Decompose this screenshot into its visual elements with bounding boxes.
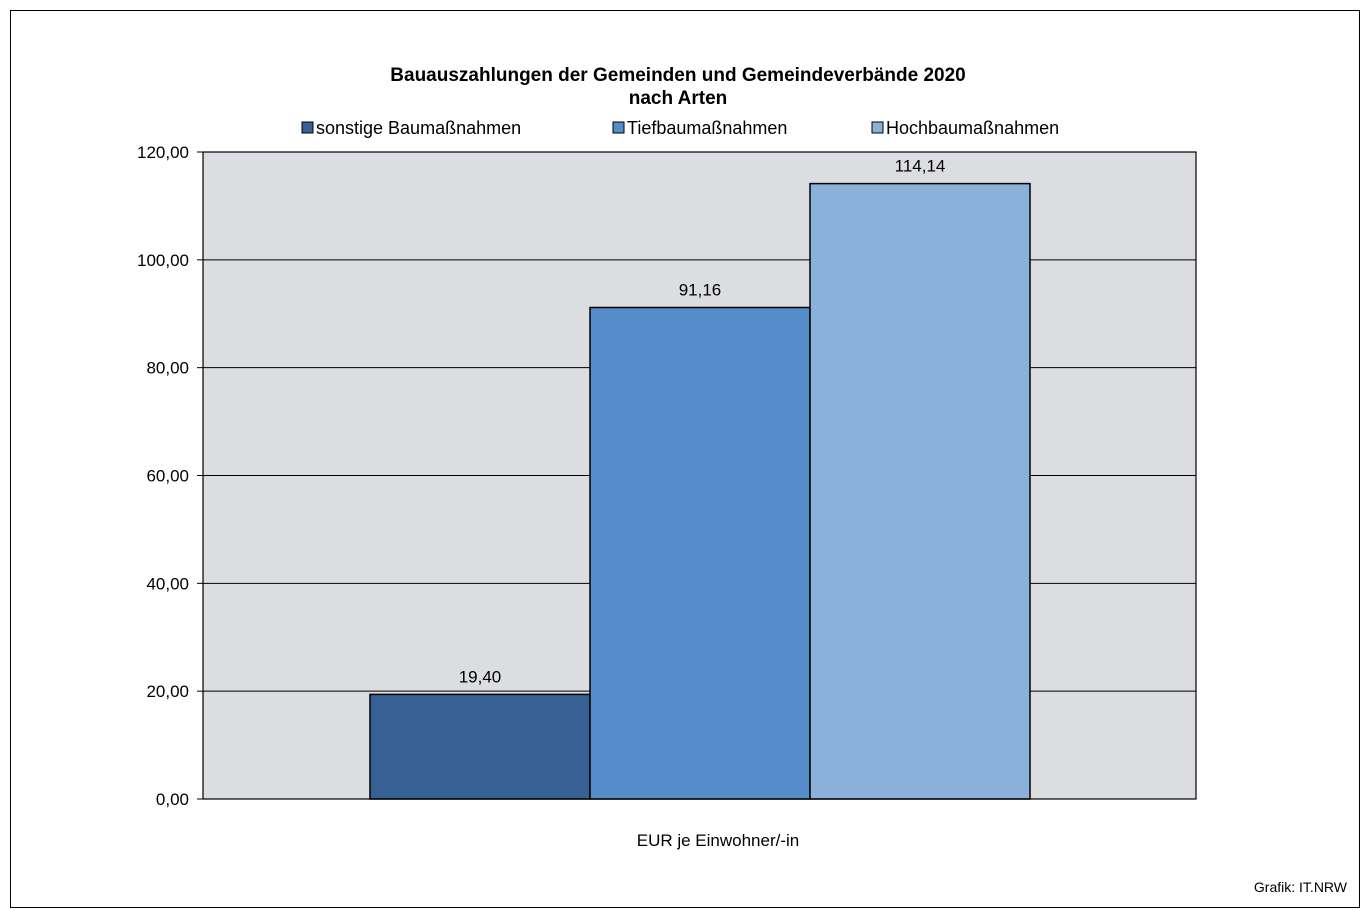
legend-swatch	[612, 121, 625, 134]
y-tick-labels: 0,00 20,00 40,00 60,00 80,00 100,00 120,00	[137, 143, 189, 809]
chart-title-line1: Bauauszahlungen der Gemeinden und Gemein…	[390, 65, 965, 86]
legend-swatch	[871, 121, 884, 134]
axes	[197, 151, 1197, 800]
legend: sonstige Baumaßnahmen Tiefbaumaßnahmen Hoc…	[301, 118, 1059, 138]
y-tick-label: 100,00	[137, 251, 189, 270]
plot-border	[202, 151, 1197, 800]
y-tick-label: 0,00	[156, 790, 189, 809]
bar	[369, 693, 591, 800]
y-tick-label: 40,00	[146, 574, 189, 593]
credit-text: Grafik: IT.NRW	[1254, 879, 1348, 895]
legend-label: sonstige Baumaßnahmen	[316, 118, 521, 138]
legend-swatch	[301, 121, 314, 134]
y-tick-label: 60,00	[146, 467, 189, 486]
y-tick-label: 80,00	[146, 359, 189, 378]
x-axis-label: EUR je Einwohner/-in	[637, 831, 800, 850]
legend-label: Tiefbaumaßnahmen	[627, 118, 787, 138]
data-label: 19,40	[459, 667, 502, 686]
y-tick-label: 20,00	[146, 682, 189, 701]
chart-title-line2: nach Arten	[629, 88, 728, 109]
data-label: 114,14	[895, 157, 946, 176]
data-labels: 19,40 91,16 114,14	[459, 157, 946, 687]
legend-label: Hochbaumaßnahmen	[886, 118, 1059, 138]
bar	[589, 306, 811, 800]
y-tick-label: 120,00	[137, 143, 189, 162]
bar	[809, 182, 1031, 800]
data-label: 91,16	[679, 280, 722, 299]
